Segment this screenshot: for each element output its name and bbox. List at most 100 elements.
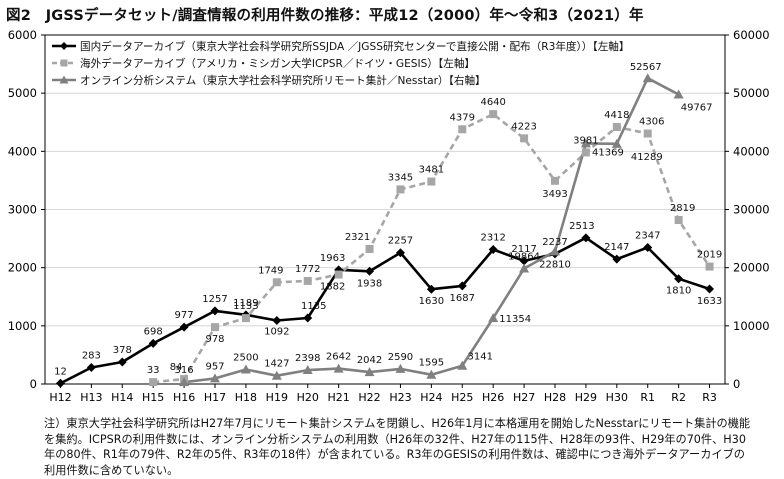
triangle-marker <box>179 377 190 387</box>
data-label: 22810 <box>539 259 571 270</box>
diamond-marker <box>272 315 282 325</box>
triangle-marker <box>271 370 282 380</box>
right-tick-label: 20000 <box>733 261 770 275</box>
diamond-marker <box>210 306 220 316</box>
data-label: 84 <box>170 362 183 373</box>
left-tick-label: 4000 <box>8 144 37 158</box>
x-tick-label: H16 <box>173 391 195 404</box>
data-label: 2513 <box>569 221 594 232</box>
series-line-1 <box>59 236 710 385</box>
data-label: 1938 <box>357 278 382 289</box>
x-tick-label: H26 <box>482 391 504 404</box>
legend-marker <box>59 75 69 84</box>
square-marker <box>365 244 374 253</box>
triangle-marker <box>395 363 406 373</box>
left-tick-label: 6000 <box>8 28 37 42</box>
x-tick-label: H29 <box>575 391 597 404</box>
diamond-marker <box>148 338 158 348</box>
triangle-marker <box>457 360 468 370</box>
x-tick-label: H18 <box>235 391 257 404</box>
square-marker <box>705 262 714 271</box>
data-label: 2819 <box>670 203 695 214</box>
x-tick-label: H24 <box>420 391 442 404</box>
data-label: 1092 <box>264 326 289 337</box>
triangle-marker <box>611 138 622 148</box>
data-label: 2237 <box>542 237 567 248</box>
data-labels: 12 283 378 698 977 1257 1189 1092 1135 1963 1938 22… <box>54 62 722 377</box>
data-label: 4640 <box>480 97 505 108</box>
data-label: 2321 <box>345 232 370 243</box>
square-marker <box>581 148 590 157</box>
diamond-marker <box>488 245 498 255</box>
triangle-marker <box>333 363 344 373</box>
triangle-marker <box>210 373 220 383</box>
x-tick-label: H15 <box>142 391 164 404</box>
data-label: 1595 <box>419 358 444 369</box>
data-label: 2500 <box>233 352 258 363</box>
square-marker <box>458 125 467 134</box>
x-tick-label: H23 <box>389 391 411 404</box>
data-label: 1133 <box>233 301 258 312</box>
square-marker <box>211 323 219 332</box>
right-tick-label: 60000 <box>733 28 770 42</box>
diamond-marker <box>674 274 684 284</box>
data-label: 3345 <box>388 172 413 183</box>
x-tick-label: H14 <box>111 391 133 404</box>
diamond-marker <box>86 363 96 373</box>
right-tick-label: 10000 <box>733 319 770 333</box>
diamond-marker <box>55 378 65 388</box>
x-tick-label: R2 <box>671 391 686 404</box>
data-label: 3141 <box>468 352 493 363</box>
data-label: 1810 <box>666 286 691 297</box>
data-label: 2590 <box>388 352 413 363</box>
square-marker <box>520 134 529 143</box>
x-tick-label: R3 <box>702 391 717 404</box>
data-label: 2398 <box>295 353 320 364</box>
left-tick-label: 0 <box>30 377 37 391</box>
data-label: 3981 <box>573 135 598 146</box>
data-label: 977 <box>175 310 194 321</box>
data-label: 4306 <box>639 117 664 128</box>
legend-label: 海外データアーカイブ（アメリカ・ミシガン大学ICPSR／ドイツ・GESIS）【左… <box>80 57 475 70</box>
right-tick-label: 40000 <box>733 144 770 158</box>
data-label: 1135 <box>301 301 326 312</box>
data-label: 316 <box>175 365 194 376</box>
x-tick-label: H13 <box>80 391 102 404</box>
x-tick-label: H21 <box>327 391 349 404</box>
series-lines <box>59 76 711 385</box>
x-tick-label: H27 <box>513 391 535 404</box>
square-marker <box>489 110 498 119</box>
square-marker <box>241 314 250 323</box>
triangle-marker <box>364 367 375 377</box>
x-tick-label: H20 <box>297 391 319 404</box>
data-label: 2117 <box>511 244 536 255</box>
data-label: 698 <box>144 326 163 337</box>
diamond-marker <box>395 248 405 258</box>
legend-label: 国内データアーカイブ（東京大学社会科学研究所SSJDA ／JGSS研究センターで… <box>80 40 629 53</box>
data-label: 19864 <box>508 251 540 262</box>
square-marker <box>643 129 652 138</box>
square-marker <box>551 176 559 185</box>
triangle-marker <box>488 312 499 322</box>
data-label: 1882 <box>320 282 345 293</box>
triangle-marker <box>642 73 653 83</box>
legend-label: オンライン分析システム（東京大学社会科学研究所リモート集計／Nesstar）【右… <box>80 74 486 87</box>
right-tick-label: 50000 <box>733 86 770 100</box>
triangle-marker <box>519 263 530 273</box>
diamond-marker <box>365 266 375 276</box>
data-label: 283 <box>82 351 101 362</box>
left-tick-label: 3000 <box>8 203 37 217</box>
data-label: 3481 <box>419 165 444 176</box>
x-tick-label: H12 <box>49 391 71 404</box>
triangle-marker <box>580 138 591 148</box>
diamond-marker <box>581 233 591 243</box>
diamond-marker <box>426 284 436 294</box>
data-label: 2312 <box>480 233 505 244</box>
data-label: 1772 <box>295 264 320 275</box>
diamond-marker <box>519 256 529 266</box>
data-label: 41369 <box>592 147 624 158</box>
footnote-line: を集約。ICPSRの利用件数には、オンライン分析システムの利用数（H26年の32… <box>44 432 746 446</box>
data-label: 11354 <box>499 314 531 325</box>
data-label: 4223 <box>511 121 536 132</box>
data-label: 12 <box>54 366 67 377</box>
